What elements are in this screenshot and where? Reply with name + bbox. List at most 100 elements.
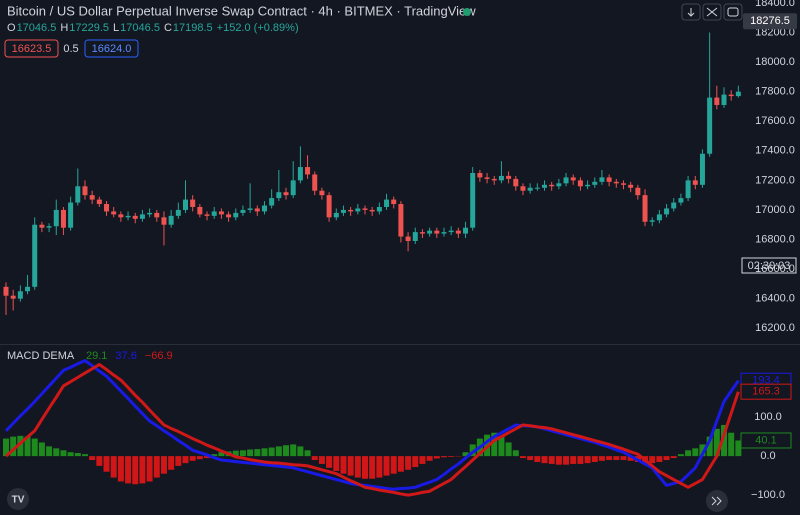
histogram-bar <box>548 456 555 464</box>
y-tick-label: 16600.0 <box>755 263 795 275</box>
histogram-bar <box>462 452 469 457</box>
candle-body <box>355 208 361 212</box>
histogram-bar <box>498 436 505 457</box>
histogram-bar <box>512 450 519 457</box>
y-tick-label: 17000.0 <box>755 204 795 216</box>
candle-body <box>412 232 418 241</box>
candle-body <box>326 195 332 218</box>
histogram-bar <box>534 456 541 462</box>
y-tick-label: −100.0 <box>751 489 785 501</box>
candle-body <box>276 192 282 199</box>
legend-value: 29.1 <box>86 350 107 362</box>
candle-body <box>656 214 662 221</box>
histogram-bar <box>204 456 211 459</box>
candle-body <box>455 230 461 234</box>
candle-body <box>506 175 512 179</box>
histogram-bar <box>17 435 24 457</box>
candle-body <box>305 167 311 175</box>
y-tick-label: 17800.0 <box>755 86 795 98</box>
candle-body <box>261 205 267 212</box>
y-tick-label: 100.0 <box>754 411 782 423</box>
candle-body <box>398 204 404 237</box>
histogram-bar <box>60 450 67 457</box>
countdown: 02:30:03 <box>748 260 791 272</box>
macd-line <box>4 359 740 491</box>
histogram-bar <box>110 456 117 478</box>
candle-body <box>685 180 691 199</box>
last-value: 165.3 <box>752 386 780 398</box>
histogram-bar <box>419 456 426 464</box>
candle-body <box>678 198 684 203</box>
histogram-bar <box>153 456 160 478</box>
candle-body <box>635 187 641 196</box>
histogram-bar <box>606 456 613 461</box>
last-value-box <box>740 432 792 449</box>
histogram-bar <box>706 436 713 457</box>
histogram-bar <box>376 456 383 478</box>
histogram-bar <box>692 448 699 457</box>
ohlc-value: 17198.5 <box>173 22 213 34</box>
y-tick-label: 18200.0 <box>755 26 795 38</box>
candle-body <box>96 199 102 205</box>
histogram-bar <box>268 447 275 457</box>
button[interactable] <box>681 3 701 21</box>
candle-body <box>333 212 339 218</box>
histogram-bar <box>527 456 534 461</box>
histogram-bar <box>132 456 139 485</box>
candle-body <box>125 215 131 218</box>
histogram-bar <box>74 453 81 457</box>
sell-box[interactable] <box>4 39 59 58</box>
candle-body <box>211 211 217 216</box>
price-change: +152.0 (+0.89%) <box>217 22 299 34</box>
histogram-bar <box>160 456 167 474</box>
histogram-bar <box>584 456 591 464</box>
candle-body <box>664 208 670 215</box>
histogram-bar <box>663 456 670 461</box>
candle-body <box>269 198 275 206</box>
candle-body <box>577 180 583 187</box>
button[interactable] <box>723 3 743 21</box>
histogram-bar <box>53 448 60 457</box>
candle-body <box>391 199 397 205</box>
candle-body <box>168 215 174 225</box>
candle-body <box>183 199 188 210</box>
candle-body <box>154 212 160 218</box>
buy-box[interactable] <box>84 39 139 58</box>
histogram-bar <box>656 456 663 462</box>
icon <box>727 7 739 17</box>
histogram-bar <box>189 456 196 461</box>
button[interactable] <box>702 3 722 21</box>
candle-body <box>549 184 555 187</box>
candle-body <box>25 286 31 292</box>
candle-body <box>498 175 504 181</box>
histogram-bar <box>699 444 706 457</box>
histogram-bar <box>182 456 189 464</box>
candle-body <box>247 208 253 210</box>
candle-body <box>254 208 260 212</box>
histogram-bar <box>670 456 677 459</box>
histogram-bar <box>168 456 175 470</box>
candle-body <box>197 206 203 215</box>
candle-body <box>10 295 16 299</box>
candle-body <box>721 94 727 105</box>
candle-body <box>17 291 23 299</box>
legend-value: −66.9 <box>145 350 173 362</box>
candle-body <box>477 172 483 178</box>
last-value: 193.4 <box>752 375 780 387</box>
candle-body <box>427 230 433 234</box>
histogram-bar <box>433 456 440 459</box>
candle-body <box>542 184 547 188</box>
scroll-button[interactable] <box>706 490 728 512</box>
histogram-bar <box>563 456 570 465</box>
histogram-bar <box>448 456 455 457</box>
icon <box>706 7 718 17</box>
histogram-bar <box>96 456 103 466</box>
candle-body <box>75 186 81 203</box>
histogram-bar <box>239 450 246 457</box>
candle-body <box>570 177 576 181</box>
histogram-bar <box>426 456 433 461</box>
histogram-bar <box>340 456 347 474</box>
candle-body <box>376 206 382 212</box>
last-price-box <box>743 13 797 30</box>
